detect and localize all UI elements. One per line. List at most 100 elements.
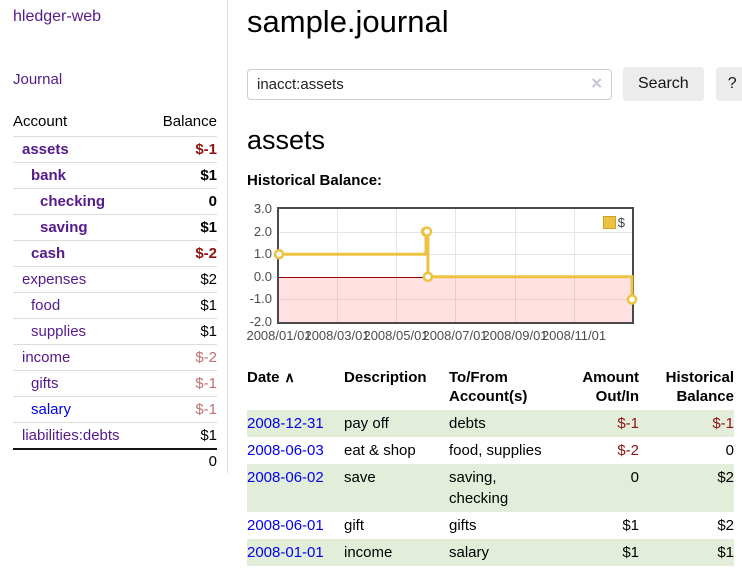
account-row: assets $-1 xyxy=(13,136,217,163)
vertical-gridline xyxy=(455,209,456,322)
accounts-header-row: Account Balance xyxy=(13,110,217,137)
transaction-description: eat & shop xyxy=(344,442,416,459)
journal-row: 2008-06-03 eat & shop food, supplies $-2 0 xyxy=(247,437,734,464)
column-header-label: Date xyxy=(247,369,280,386)
account-link-income[interactable]: income xyxy=(22,349,71,366)
account-name-cell: supplies xyxy=(13,319,148,345)
account-balance: $-2 xyxy=(195,349,217,366)
transaction-accounts: debts xyxy=(449,415,486,432)
column-header-historical-balance: Historical Balance xyxy=(639,366,734,410)
amount-out-in: $1 xyxy=(622,517,639,534)
historical-balance: $-1 xyxy=(712,415,734,432)
journal-row: 2008-01-01 income salary $1 $1 xyxy=(247,539,734,566)
vertical-gridline xyxy=(337,209,338,322)
account-link-salary[interactable]: salary xyxy=(31,401,72,418)
account-row: cash $-2 xyxy=(13,240,217,267)
historical-balance: $2 xyxy=(717,469,734,486)
journal-table: Date ∧ Description To/From Account(s) Amount… xyxy=(247,366,734,566)
account-link-assets[interactable]: assets xyxy=(22,141,69,158)
search-input[interactable] xyxy=(247,68,612,100)
account-row: supplies $1 xyxy=(13,318,217,345)
data-point-marker xyxy=(273,248,285,260)
account-balance: 0 xyxy=(208,193,217,210)
account-row: saving $1 xyxy=(13,214,217,241)
transaction-date-link[interactable]: 2008-06-01 xyxy=(247,517,324,534)
date-cell: 2008-06-02 xyxy=(247,464,344,512)
transaction-date-link[interactable]: 2008-01-01 xyxy=(247,544,324,561)
page-title: sample.journal xyxy=(247,4,449,39)
total-label-cell xyxy=(13,448,149,473)
account-link-cash[interactable]: cash xyxy=(31,245,66,262)
balance-series xyxy=(273,226,638,305)
transaction-accounts: salary xyxy=(449,544,490,561)
main-content: sample.journal ✕ Search ? assets Histori… xyxy=(228,0,742,566)
historical-balance: $2 xyxy=(717,517,734,534)
account-link-expenses[interactable]: expenses xyxy=(22,271,87,288)
column-header-label: Historical Balance xyxy=(665,369,734,405)
amount-out-in: $-2 xyxy=(617,442,639,459)
account-row: salary $-1 xyxy=(13,396,217,423)
transaction-date-link[interactable]: 2008-06-03 xyxy=(247,442,324,459)
account-link-supplies[interactable]: supplies xyxy=(31,323,87,340)
account-balance: $-1 xyxy=(195,401,217,418)
chart-title: Historical Balance: xyxy=(247,172,383,189)
x-axis-tick-label: 2008/01/01 xyxy=(246,328,312,343)
account-name-cell: saving xyxy=(13,215,148,241)
journal-link[interactable]: Journal xyxy=(13,71,63,88)
historical-balance: $1 xyxy=(717,544,734,561)
transaction-description: income xyxy=(344,544,393,561)
vertical-gridline xyxy=(574,209,575,322)
date-cell: 2008-12-31 xyxy=(247,410,344,437)
transaction-date-link[interactable]: 2008-12-31 xyxy=(247,415,324,432)
help-button[interactable]: ? xyxy=(715,67,742,101)
account-link-liabilities-debts[interactable]: liabilities:debts xyxy=(22,427,120,444)
column-header-label: To/From Account(s) xyxy=(449,369,528,405)
account-name-cell: gifts xyxy=(13,371,148,397)
column-header-date[interactable]: Date ∧ xyxy=(247,366,344,410)
account-link-bank[interactable]: bank xyxy=(31,167,67,184)
account-balance: $1 xyxy=(200,219,217,236)
account-balance: $-2 xyxy=(195,245,217,262)
account-balance: $-1 xyxy=(195,375,217,392)
search-button[interactable]: Search xyxy=(623,67,704,101)
x-axis-tick-label: 2008/03/01 xyxy=(304,328,370,343)
account-name-cell: checking xyxy=(13,189,148,215)
y-axis-tick-label: 0.0 xyxy=(253,268,272,284)
account-link-gifts[interactable]: gifts xyxy=(31,375,59,392)
transaction-date-link[interactable]: 2008-06-02 xyxy=(247,469,324,486)
account-name-cell: assets xyxy=(13,137,148,163)
column-header-label: Amount Out/In xyxy=(582,369,639,405)
clear-search-icon[interactable]: ✕ xyxy=(590,75,603,93)
app-title-link[interactable]: hledger-web xyxy=(13,8,102,25)
x-axis-tick-label: 2008/11/01 xyxy=(541,328,607,343)
account-link-food[interactable]: food xyxy=(31,297,61,314)
negative-region-shading xyxy=(279,276,632,322)
account-balance: $1 xyxy=(200,297,217,314)
y-axis-tick-label: -1.0 xyxy=(249,291,272,307)
chart-plot-area: $ xyxy=(273,207,638,324)
app-title: hledger-web xyxy=(13,8,217,26)
account-row: food $1 xyxy=(13,292,217,319)
chart-legend: $ xyxy=(600,214,627,231)
account-balance: $2 xyxy=(200,271,217,288)
account-link-checking[interactable]: checking xyxy=(40,193,106,210)
journal-row: 2008-06-01 gift gifts $1 $2 xyxy=(247,512,734,539)
journal-header-row: Date ∧ Description To/From Account(s) Amount… xyxy=(247,366,734,410)
column-header-to-from-account-s-: To/From Account(s) xyxy=(449,366,554,410)
account-link-saving[interactable]: saving xyxy=(40,219,88,236)
vertical-gridline xyxy=(515,209,516,322)
sidebar: hledger-web Journal Account Balance asse… xyxy=(0,0,228,473)
balance-column-header: Balance xyxy=(162,113,217,130)
date-cell: 2008-06-03 xyxy=(247,437,344,464)
account-row: gifts $-1 xyxy=(13,370,217,397)
data-point-marker xyxy=(422,271,434,283)
account-balance: $1 xyxy=(200,323,217,340)
account-name-cell: food xyxy=(13,293,148,319)
account-balance: $1 xyxy=(200,427,217,444)
account-name-cell: expenses xyxy=(13,267,148,293)
accounts-table: Account Balance assets $-1 bank $1 checking 0… xyxy=(13,110,217,473)
accounts-total-row: 0 xyxy=(13,448,217,473)
account-name-cell: salary xyxy=(13,397,148,423)
x-axis-tick-label: 2008/07/01 xyxy=(422,328,488,343)
transaction-accounts: saving, checking xyxy=(449,469,509,507)
